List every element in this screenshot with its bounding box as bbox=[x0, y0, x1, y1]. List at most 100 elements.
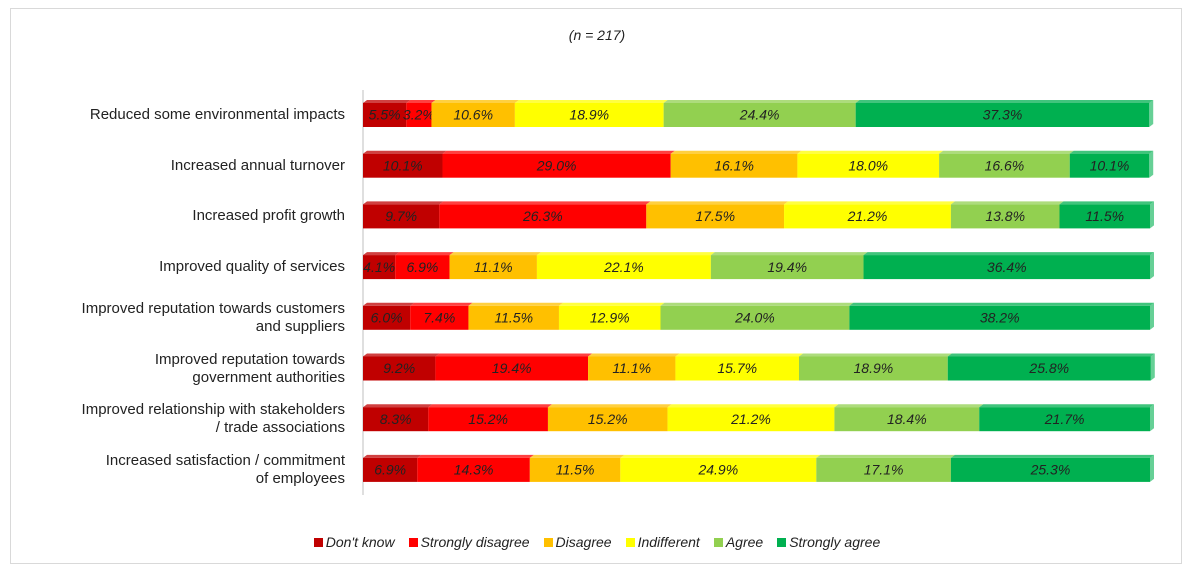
data-label: 26.3% bbox=[522, 208, 563, 224]
bar-segment bbox=[660, 305, 850, 330]
bar-segment-top bbox=[675, 353, 803, 357]
bar-segment-top bbox=[449, 252, 541, 256]
legend-item: Agree bbox=[713, 534, 764, 550]
legend-item: Strongly agree bbox=[777, 534, 880, 550]
bar-segment bbox=[395, 255, 450, 280]
bar-segment-top bbox=[660, 302, 854, 306]
data-label: 10.6% bbox=[453, 107, 493, 123]
bar-segment bbox=[363, 103, 407, 127]
bar-end bbox=[1150, 404, 1154, 432]
bar-segment bbox=[947, 356, 1151, 381]
bar-segment-top bbox=[1059, 201, 1154, 205]
bar-segment-top bbox=[784, 201, 955, 205]
bar-segment bbox=[849, 305, 1150, 330]
bar-segment-top bbox=[363, 201, 444, 205]
bar-segment-top bbox=[439, 201, 651, 205]
legend-label: Indifferent bbox=[637, 534, 700, 550]
data-label: 29.0% bbox=[536, 157, 577, 173]
legend-label: Don't know bbox=[325, 534, 395, 550]
bar-segment-top bbox=[950, 454, 1154, 458]
bar-segment-top bbox=[363, 404, 433, 408]
legend-label: Disagree bbox=[555, 534, 612, 550]
data-label: 17.5% bbox=[695, 208, 735, 224]
bar-segment-top bbox=[798, 353, 952, 357]
bar-segment bbox=[547, 407, 668, 432]
data-label: 38.2% bbox=[980, 310, 1020, 326]
bar-segment-top bbox=[536, 252, 715, 256]
legend-swatch bbox=[313, 537, 323, 547]
bar-segment-top bbox=[863, 252, 1154, 256]
data-label: 36.4% bbox=[987, 259, 1027, 275]
legend-item: Don't know bbox=[313, 534, 395, 550]
data-label: 6.0% bbox=[371, 310, 403, 326]
data-label: 8.3% bbox=[380, 411, 412, 427]
bar-segment bbox=[363, 457, 418, 482]
data-label: 25.8% bbox=[1028, 360, 1069, 376]
bar-segment bbox=[442, 153, 671, 178]
bar-segment bbox=[363, 407, 429, 432]
bar-segment bbox=[816, 457, 951, 482]
bar-segment-top bbox=[529, 454, 625, 458]
chart-subtitle: (n = 217) bbox=[568, 27, 626, 43]
bar-segment-top bbox=[849, 302, 1154, 306]
bar-segment-top bbox=[547, 404, 672, 408]
bar-segment bbox=[363, 356, 436, 381]
data-label: 12.9% bbox=[590, 310, 630, 326]
bar-end bbox=[1150, 201, 1154, 229]
bar-segment bbox=[435, 356, 589, 381]
bar-segment bbox=[363, 305, 411, 330]
bar-segment bbox=[529, 457, 621, 482]
bar-segment bbox=[710, 255, 864, 280]
bar-end bbox=[1149, 150, 1154, 178]
category-label: Increased profit growth bbox=[192, 207, 345, 225]
bar-segment-top bbox=[979, 404, 1154, 408]
bar-segment bbox=[675, 356, 799, 381]
bar-segment-top bbox=[410, 302, 473, 306]
bar-segment-top bbox=[395, 252, 454, 256]
data-label: 11.1% bbox=[474, 259, 513, 275]
bar-segment-top bbox=[646, 201, 789, 205]
data-label: 11.5% bbox=[494, 310, 533, 326]
data-label: 15.7% bbox=[717, 360, 757, 376]
bar-segment-top bbox=[363, 353, 440, 357]
bar-segment bbox=[670, 153, 798, 178]
bar-segment-top bbox=[363, 100, 411, 103]
bar-segment-top bbox=[588, 353, 680, 357]
legend-label: Agree bbox=[725, 534, 764, 550]
bar-segment-top bbox=[442, 150, 675, 154]
bar-segment bbox=[1069, 153, 1150, 178]
bar-segment bbox=[667, 407, 835, 432]
bar-segment bbox=[950, 204, 1060, 229]
category-label: Improved quality of services bbox=[159, 258, 345, 276]
bar-segment-top bbox=[834, 404, 984, 408]
bar-segment-top bbox=[428, 404, 552, 408]
bar-segment-top bbox=[950, 201, 1064, 205]
bar-end bbox=[1149, 100, 1154, 127]
bar-segment bbox=[439, 204, 647, 229]
data-label: 19.4% bbox=[492, 360, 532, 376]
legend-swatch bbox=[713, 537, 723, 547]
legend-swatch bbox=[777, 537, 787, 547]
bar-segment-top bbox=[363, 454, 422, 458]
bar-segment-top bbox=[363, 302, 415, 306]
data-label: 10.1% bbox=[1090, 157, 1130, 173]
bar-segment-top bbox=[363, 252, 400, 256]
data-label: 21.2% bbox=[847, 208, 888, 224]
bar-segment-top bbox=[363, 150, 447, 154]
bar-segment bbox=[950, 457, 1150, 482]
bar-segment bbox=[406, 103, 432, 127]
data-label: 21.7% bbox=[1044, 411, 1085, 427]
bar-segment bbox=[798, 356, 948, 381]
bar-segment bbox=[939, 153, 1070, 178]
data-label: 9.2% bbox=[383, 360, 415, 376]
bar-segment-top bbox=[710, 252, 868, 256]
bar-segment bbox=[449, 255, 537, 280]
bar-segment-top bbox=[855, 100, 1154, 103]
bar-segment bbox=[1059, 204, 1150, 229]
bar-segment-top bbox=[816, 454, 955, 458]
bar-segment-top bbox=[939, 150, 1074, 154]
bar-segment-top bbox=[797, 150, 944, 154]
data-label: 5.5% bbox=[369, 107, 401, 123]
data-label: 17.1% bbox=[864, 462, 904, 478]
